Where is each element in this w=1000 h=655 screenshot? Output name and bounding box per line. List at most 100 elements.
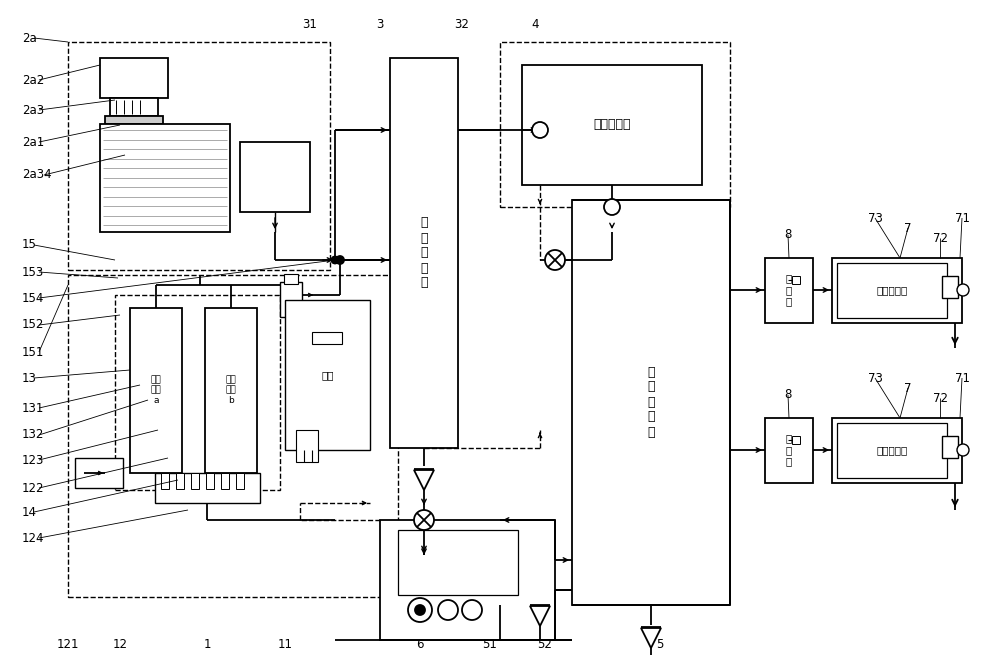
- Circle shape: [414, 510, 434, 530]
- Bar: [296, 430, 318, 462]
- Bar: [176, 473, 184, 489]
- Circle shape: [415, 605, 425, 615]
- Bar: [284, 274, 298, 284]
- Text: 12: 12: [112, 639, 128, 652]
- Bar: [75, 458, 123, 488]
- Text: 52: 52: [538, 639, 552, 652]
- Bar: [240, 142, 310, 212]
- Bar: [161, 473, 169, 489]
- Bar: [105, 116, 163, 124]
- Text: 31: 31: [303, 18, 317, 31]
- Bar: [100, 58, 168, 98]
- Text: 131: 131: [22, 402, 44, 415]
- Text: 3: 3: [376, 18, 384, 31]
- Bar: [206, 473, 214, 489]
- Circle shape: [957, 284, 969, 296]
- Text: 充
裝
器: 充 裝 器: [786, 273, 792, 307]
- Bar: [572, 200, 730, 605]
- Bar: [765, 418, 813, 483]
- Text: 1: 1: [203, 639, 211, 652]
- Bar: [68, 275, 398, 597]
- Bar: [942, 436, 958, 458]
- Text: 71: 71: [954, 212, 970, 225]
- Text: 8: 8: [784, 229, 792, 242]
- Circle shape: [336, 256, 344, 264]
- Text: 71: 71: [954, 371, 970, 384]
- Polygon shape: [414, 470, 434, 490]
- Bar: [837, 423, 947, 478]
- Polygon shape: [530, 606, 550, 626]
- Text: 124: 124: [22, 531, 44, 544]
- Text: 氧氣增壓器: 氧氣增壓器: [593, 119, 631, 132]
- Bar: [221, 473, 229, 489]
- Bar: [832, 258, 962, 323]
- Text: 73: 73: [868, 371, 882, 384]
- Text: 便攜供氧器: 便攜供氧器: [876, 445, 908, 455]
- Text: 6: 6: [416, 639, 424, 652]
- Bar: [312, 332, 342, 344]
- Circle shape: [332, 257, 338, 263]
- Text: 7: 7: [904, 381, 912, 394]
- Bar: [390, 58, 458, 448]
- Text: 73: 73: [868, 212, 882, 225]
- Text: 便攜供氧器: 便攜供氧器: [876, 285, 908, 295]
- Bar: [792, 276, 800, 284]
- Bar: [942, 276, 958, 298]
- Bar: [115, 295, 280, 490]
- Text: 121: 121: [57, 639, 79, 652]
- Text: 132: 132: [22, 428, 44, 441]
- Circle shape: [408, 598, 432, 622]
- Text: 低
壓
緩
沖
罐: 低 壓 緩 沖 罐: [420, 217, 428, 290]
- Circle shape: [462, 600, 482, 620]
- Bar: [280, 282, 302, 317]
- Bar: [155, 473, 260, 503]
- Text: 8: 8: [784, 388, 792, 402]
- Text: 空氣: 空氣: [322, 370, 334, 380]
- Text: 分子
篩塔
a: 分子 篩塔 a: [151, 375, 161, 405]
- Text: 7: 7: [904, 221, 912, 234]
- Text: 5: 5: [656, 639, 664, 652]
- Bar: [792, 436, 800, 444]
- Bar: [837, 263, 947, 318]
- Bar: [765, 258, 813, 323]
- Polygon shape: [641, 628, 661, 648]
- Text: 4: 4: [531, 18, 539, 31]
- Bar: [522, 65, 702, 185]
- Text: 72: 72: [932, 231, 948, 244]
- Bar: [110, 98, 158, 116]
- Text: 152: 152: [22, 318, 44, 331]
- Bar: [398, 530, 518, 595]
- Circle shape: [957, 444, 969, 456]
- Text: 2a1: 2a1: [22, 136, 44, 149]
- Bar: [380, 520, 555, 640]
- Circle shape: [332, 257, 338, 263]
- Text: 15: 15: [22, 238, 37, 252]
- Text: 14: 14: [22, 506, 37, 519]
- Text: 51: 51: [483, 639, 497, 652]
- Text: 充
裝
器: 充 裝 器: [786, 434, 792, 466]
- Bar: [285, 300, 370, 450]
- Text: 122: 122: [22, 481, 44, 495]
- Text: 2a2: 2a2: [22, 73, 44, 86]
- Bar: [130, 308, 182, 473]
- Text: 32: 32: [455, 18, 469, 31]
- Circle shape: [532, 122, 548, 138]
- Text: 13: 13: [22, 371, 37, 384]
- Text: 123: 123: [22, 453, 44, 466]
- Bar: [100, 124, 230, 232]
- Circle shape: [604, 199, 620, 215]
- Text: 151: 151: [22, 345, 44, 358]
- Bar: [500, 42, 730, 207]
- Bar: [191, 473, 199, 489]
- Text: 分子
篩塔
b: 分子 篩塔 b: [226, 375, 236, 405]
- Circle shape: [545, 250, 565, 270]
- Circle shape: [438, 600, 458, 620]
- Bar: [68, 42, 330, 270]
- Text: 154: 154: [22, 291, 44, 305]
- Text: 高
壓
儲
氧
罐: 高 壓 儲 氧 罐: [647, 365, 655, 438]
- Bar: [832, 418, 962, 483]
- Text: 2a: 2a: [22, 31, 37, 45]
- Text: 2a3: 2a3: [22, 103, 44, 117]
- Text: 2a34: 2a34: [22, 168, 52, 181]
- Bar: [236, 473, 244, 489]
